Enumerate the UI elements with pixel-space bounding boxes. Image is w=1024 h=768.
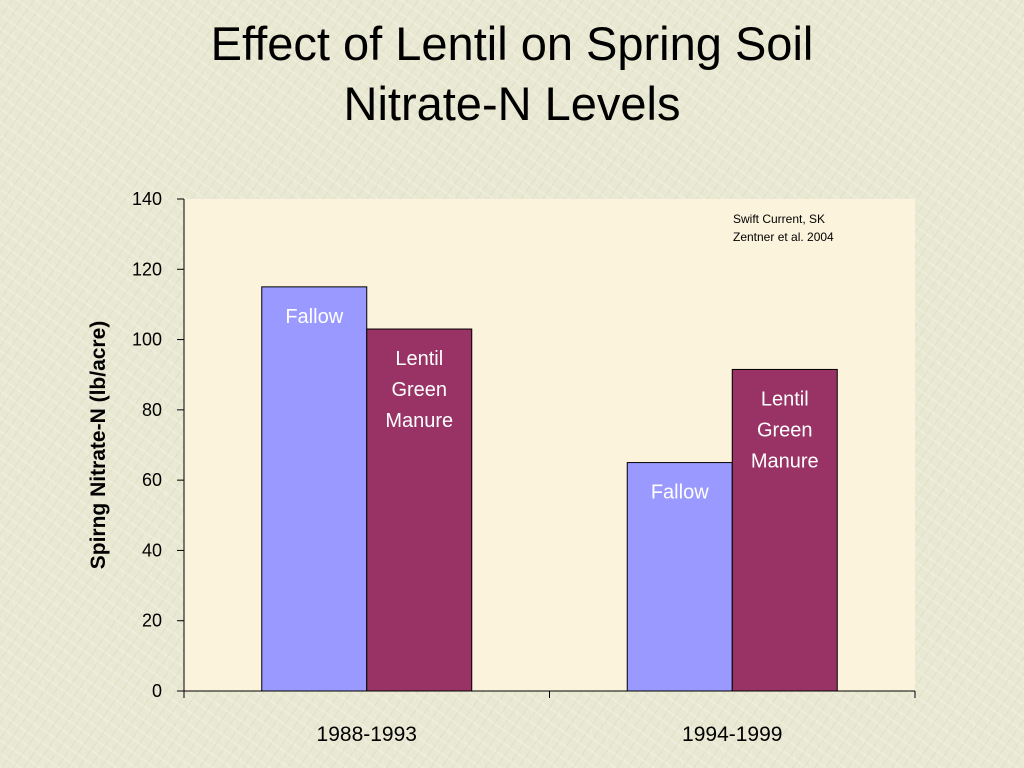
- y-axis-title: Spirng Nitrate-N (lb/acre): [87, 321, 110, 570]
- y-tick-label: 0: [152, 681, 162, 701]
- bar-label: Lentil: [395, 348, 443, 370]
- y-tick-label: 40: [142, 540, 162, 560]
- chart-title-line-1: Effect of Lentil on Spring Soil: [210, 17, 814, 70]
- chart-title: Effect of Lentil on Spring Soil Nitrate-…: [0, 14, 1024, 134]
- x-category-label: 1988-1993: [317, 723, 417, 746]
- y-tick-label: 60: [142, 470, 162, 490]
- bar: [261, 286, 368, 692]
- y-tick-label: 120: [132, 259, 162, 279]
- y-tick-label: 140: [132, 189, 162, 209]
- bar-label: Green: [391, 379, 447, 401]
- bar: [626, 462, 733, 692]
- bar-label: Fallow: [651, 482, 709, 504]
- y-tick-label: 80: [142, 400, 162, 420]
- y-tick-label: 20: [142, 611, 162, 631]
- chart-title-line-2: Nitrate-N Levels: [343, 77, 681, 130]
- bar-label: Manure: [385, 410, 453, 432]
- bar: [731, 368, 838, 692]
- bar-label: Manure: [751, 450, 819, 472]
- x-category-label: 1994-1999: [682, 723, 782, 746]
- source-annotation: Swift Current, SK: [733, 212, 825, 226]
- y-tick-label: 100: [132, 330, 162, 350]
- source-annotation: Zentner et al. 2004: [733, 230, 834, 244]
- bar: [366, 328, 473, 692]
- bar-label: Green: [757, 419, 813, 441]
- bar-label: Fallow: [285, 306, 343, 328]
- bar-label: Lentil: [761, 388, 809, 410]
